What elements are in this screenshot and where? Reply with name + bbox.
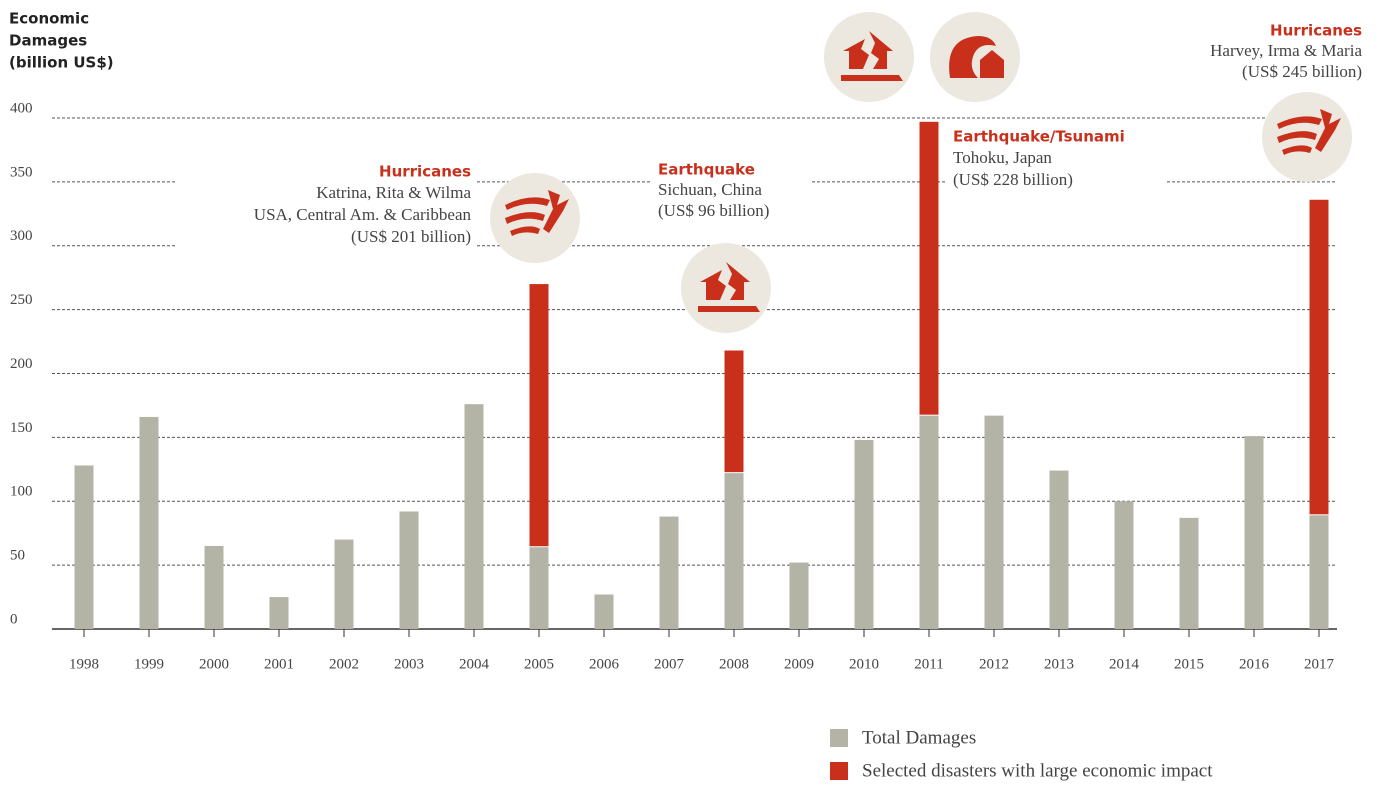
chart-title: Economic <box>9 10 89 28</box>
annotation-line: (US$ 245 billion) <box>1242 62 1362 81</box>
x-tick-label: 2002 <box>329 656 359 672</box>
bar <box>854 439 874 629</box>
bar <box>464 404 484 629</box>
hurricane-icon <box>1277 109 1341 155</box>
x-tick-label: 2006 <box>589 656 620 672</box>
legend-swatch <box>830 729 848 747</box>
y-tick-label: 250 <box>10 292 33 308</box>
quake-icon <box>841 31 903 81</box>
quake-icon <box>698 262 760 312</box>
bar <box>919 415 939 629</box>
x-tick-label: 2016 <box>1239 656 1270 672</box>
annotation-line: Katrina, Rita & Wilma <box>316 183 471 202</box>
legend-label: Total Damages <box>862 727 976 748</box>
bar <box>139 416 159 629</box>
x-tick-label: 2000 <box>199 656 229 672</box>
annotation-title: Hurricanes <box>1270 22 1362 40</box>
legend-swatch <box>830 762 848 780</box>
annotation-title: Hurricanes <box>379 163 471 181</box>
bar <box>399 511 419 629</box>
x-tick-label: 2012 <box>979 656 1009 672</box>
tsunami-icon <box>949 36 1004 78</box>
bar <box>529 284 549 547</box>
icon-bg <box>681 243 771 333</box>
bar <box>919 121 939 415</box>
bar <box>659 516 679 629</box>
annotation-line: Sichuan, China <box>658 180 762 199</box>
x-tick-label: 1998 <box>69 656 99 672</box>
annotation-bg <box>1170 16 1375 86</box>
icons <box>490 12 1352 333</box>
x-tick-label: 2014 <box>1109 656 1140 672</box>
y-tick-label: 350 <box>10 164 33 180</box>
x-tick-label: 2013 <box>1044 656 1074 672</box>
x-tick-label: 1999 <box>134 656 164 672</box>
annotation-title: Earthquake/Tsunami <box>953 128 1125 146</box>
annotation-bg <box>652 155 812 229</box>
bar <box>269 597 289 629</box>
y-tick-label: 0 <box>10 611 18 627</box>
bars: 1998 1999 2000 2001 2002 2003 2004 2005 2006 2007… <box>69 121 1335 672</box>
x-tick-label: 2003 <box>394 656 424 672</box>
x-tick-label: 2001 <box>264 656 294 672</box>
bar <box>984 415 1004 629</box>
chart-title: Damages <box>9 32 87 50</box>
icon-bg <box>824 12 914 102</box>
y-tick-label: 200 <box>10 356 33 372</box>
bar <box>789 562 809 629</box>
x-tick-label: 2015 <box>1174 656 1204 672</box>
x-tick-label: 2011 <box>914 656 943 672</box>
bar <box>529 547 549 629</box>
bar <box>1179 517 1199 629</box>
annotation-line: Tohoku, Japan <box>953 148 1052 167</box>
annotation-bg <box>175 158 475 250</box>
bar <box>1244 436 1264 629</box>
y-tick-label: 50 <box>10 548 25 564</box>
bar <box>1049 470 1069 629</box>
hurricane-icon <box>505 190 569 236</box>
y-tick-label: 150 <box>10 420 33 436</box>
icon-bg <box>930 12 1020 102</box>
bar <box>1309 515 1329 629</box>
grid: 0 50 100 150 200 250 300 350 400 <box>10 16 1375 630</box>
x-tick-label: 2017 <box>1304 656 1335 672</box>
x-tick-label: 2004 <box>459 656 490 672</box>
x-tick-label: 2008 <box>719 656 749 672</box>
bar <box>724 350 744 473</box>
bar <box>74 465 94 629</box>
y-tick-label: 400 <box>10 100 33 116</box>
y-tick-label: 300 <box>10 228 33 244</box>
x-tick-label: 2009 <box>784 656 814 672</box>
bar <box>594 594 614 629</box>
y-tick-label: 100 <box>10 484 33 500</box>
bar <box>1309 199 1329 515</box>
legend-label: Selected disasters with large economic i… <box>862 760 1213 781</box>
annotations: Hurricanes Katrina, Rita & Wilma USA, Cent… <box>254 22 1363 246</box>
annotation-line: USA, Central Am. & Caribbean <box>254 205 472 224</box>
x-tick-label: 2005 <box>524 656 554 672</box>
chart-title: (billion US$) <box>9 54 114 72</box>
annotation-line: (US$ 201 billion) <box>351 227 471 246</box>
bar <box>204 545 224 629</box>
bar <box>1114 501 1134 629</box>
annotation-title: Earthquake <box>658 161 755 179</box>
x-tick-label: 2010 <box>849 656 879 672</box>
annotation-line: Harvey, Irma & Maria <box>1210 41 1362 60</box>
annotation-line: (US$ 228 billion) <box>953 170 1073 189</box>
annotation-bg <box>947 122 1167 194</box>
bar <box>334 539 354 629</box>
bar <box>724 473 744 629</box>
x-tick-label: 2007 <box>654 656 685 672</box>
annotation-line: (US$ 96 billion) <box>658 201 769 220</box>
